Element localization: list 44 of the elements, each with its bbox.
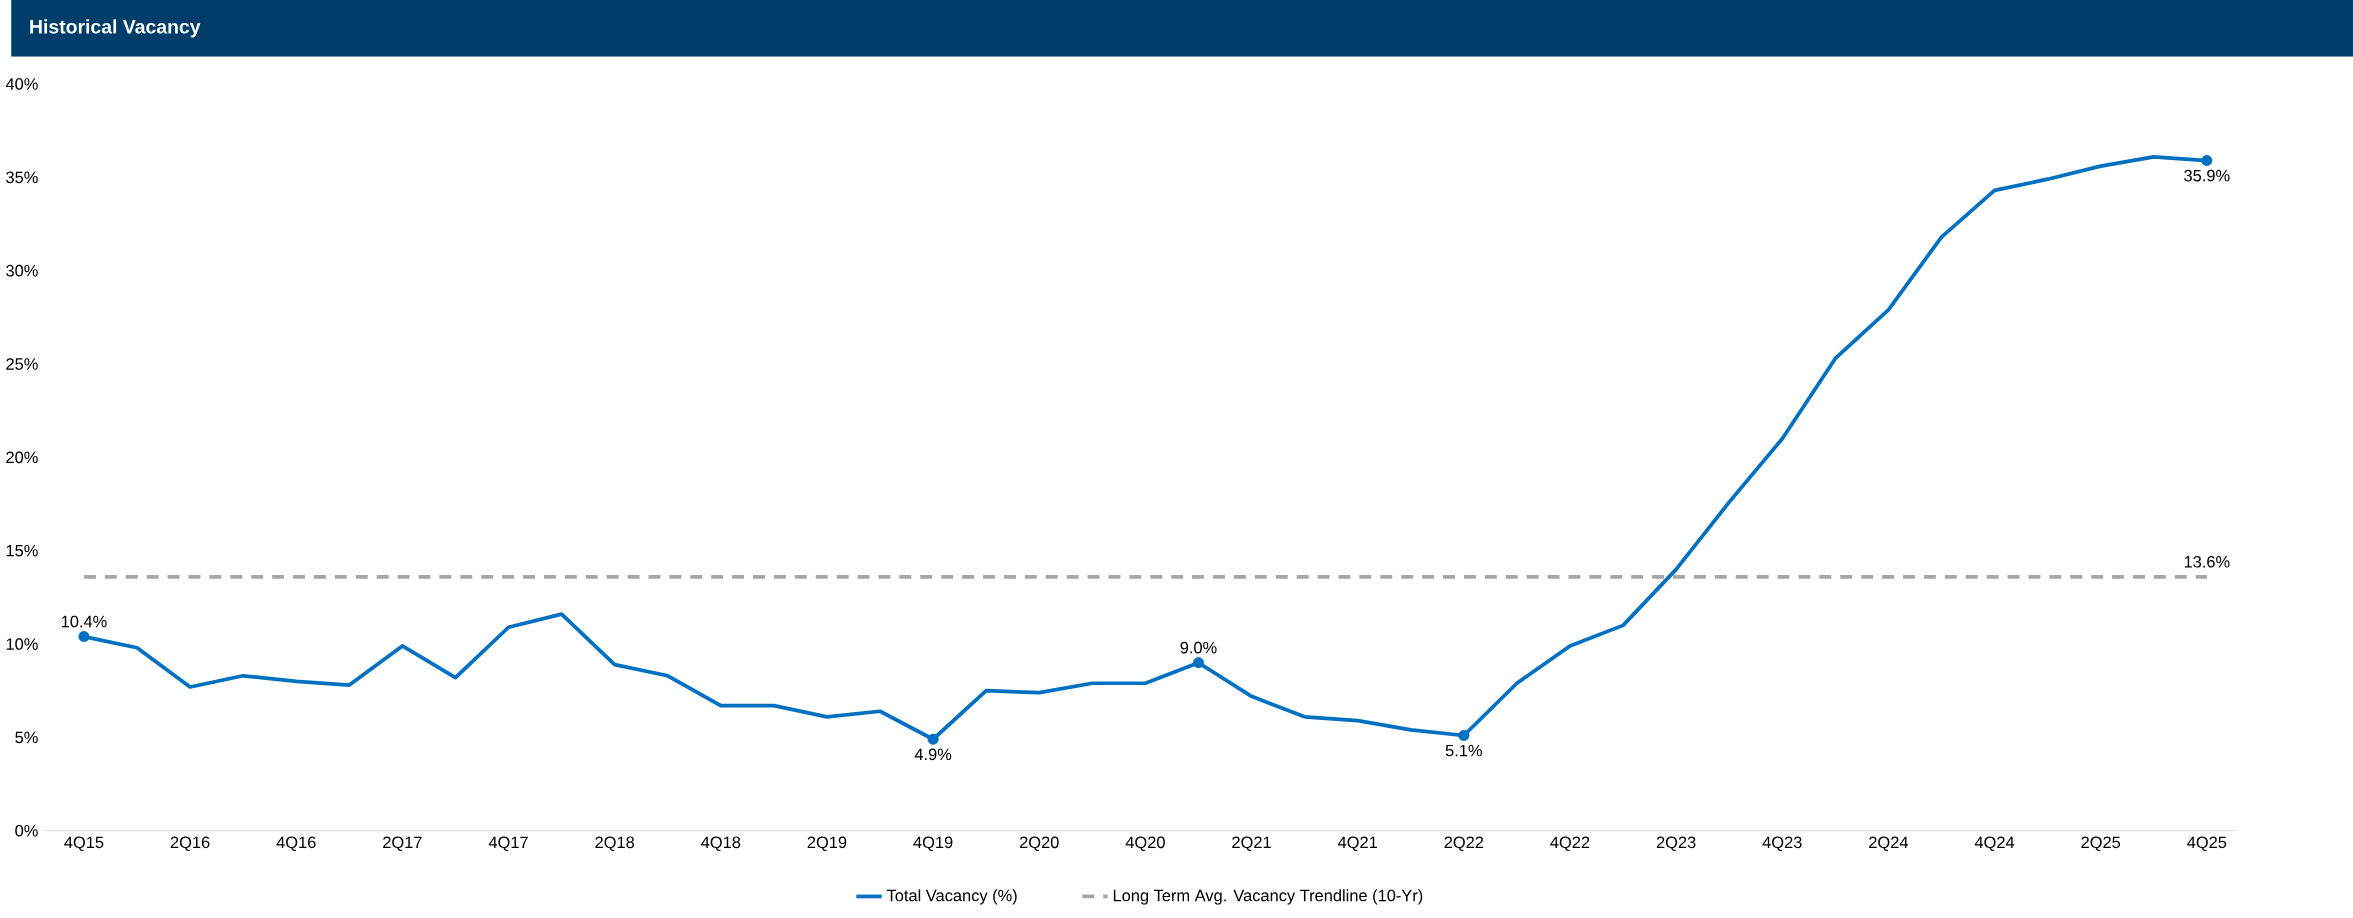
legend-label: Total Vacancy (%) (886, 889, 1017, 905)
y-tick-label: 0% (15, 824, 38, 837)
data-label: 5.1% (1445, 744, 1482, 757)
data-label: 35.9% (2184, 169, 2230, 182)
x-tick-label: 4Q17 (488, 836, 528, 851)
y-tick-label: 25% (6, 357, 38, 370)
point (927, 733, 939, 745)
x-tick-label: 2Q19 (807, 836, 847, 851)
data-label: 10.4% (61, 615, 107, 628)
x-tick-label: 4Q22 (1550, 836, 1590, 851)
data-label: 4.9% (914, 748, 952, 760)
point (1192, 656, 1204, 668)
x-tick-label: 2Q18 (595, 836, 635, 851)
point (78, 630, 90, 642)
x-tick-label: 4Q23 (1762, 836, 1802, 851)
point (1458, 729, 1470, 741)
y-tick-label: 20% (6, 451, 38, 463)
x-tick-label: 2Q20 (1019, 836, 1059, 851)
data-label: 13.6% (2184, 555, 2230, 568)
x-tick-label: 4Q20 (1125, 836, 1165, 851)
x-tick-label: 4Q24 (1974, 836, 2015, 851)
x-tick-label: 4Q16 (276, 836, 316, 851)
x-tick-label: 4Q15 (64, 836, 104, 851)
y-tick-label: 5% (15, 731, 38, 743)
x-tick-label: 4Q19 (913, 836, 953, 851)
chart-title: Historical Vacancy (30, 19, 201, 38)
x-tick-label: 2Q21 (1232, 836, 1271, 851)
y-tick-label: 35% (6, 171, 38, 183)
x-tick-label: 2Q16 (170, 836, 210, 851)
y-tick-label: 30% (6, 264, 38, 277)
x-tick-label: 2Q17 (383, 836, 422, 851)
y-tick-label: 10% (6, 637, 38, 650)
x-tick-label: 2Q23 (1656, 836, 1696, 851)
x-tick-label: 4Q21 (1337, 836, 1377, 851)
x-tick-label: 2Q22 (1444, 836, 1484, 851)
x-tick-label: 4Q25 (2187, 836, 2227, 851)
data-label: 9.0% (1180, 641, 1217, 654)
x-tick-label: 2Q25 (2081, 836, 2121, 851)
y-tick-label: 40% (5, 77, 38, 90)
x-tick-label: 2Q24 (1869, 836, 1909, 851)
point (2201, 154, 2213, 166)
y-tick-label: 15% (6, 544, 38, 557)
x-tick-label: 4Q18 (701, 836, 741, 851)
legend-label: Long Term Avg. Vacancy Trendline (10-Yr) (1113, 889, 1423, 905)
